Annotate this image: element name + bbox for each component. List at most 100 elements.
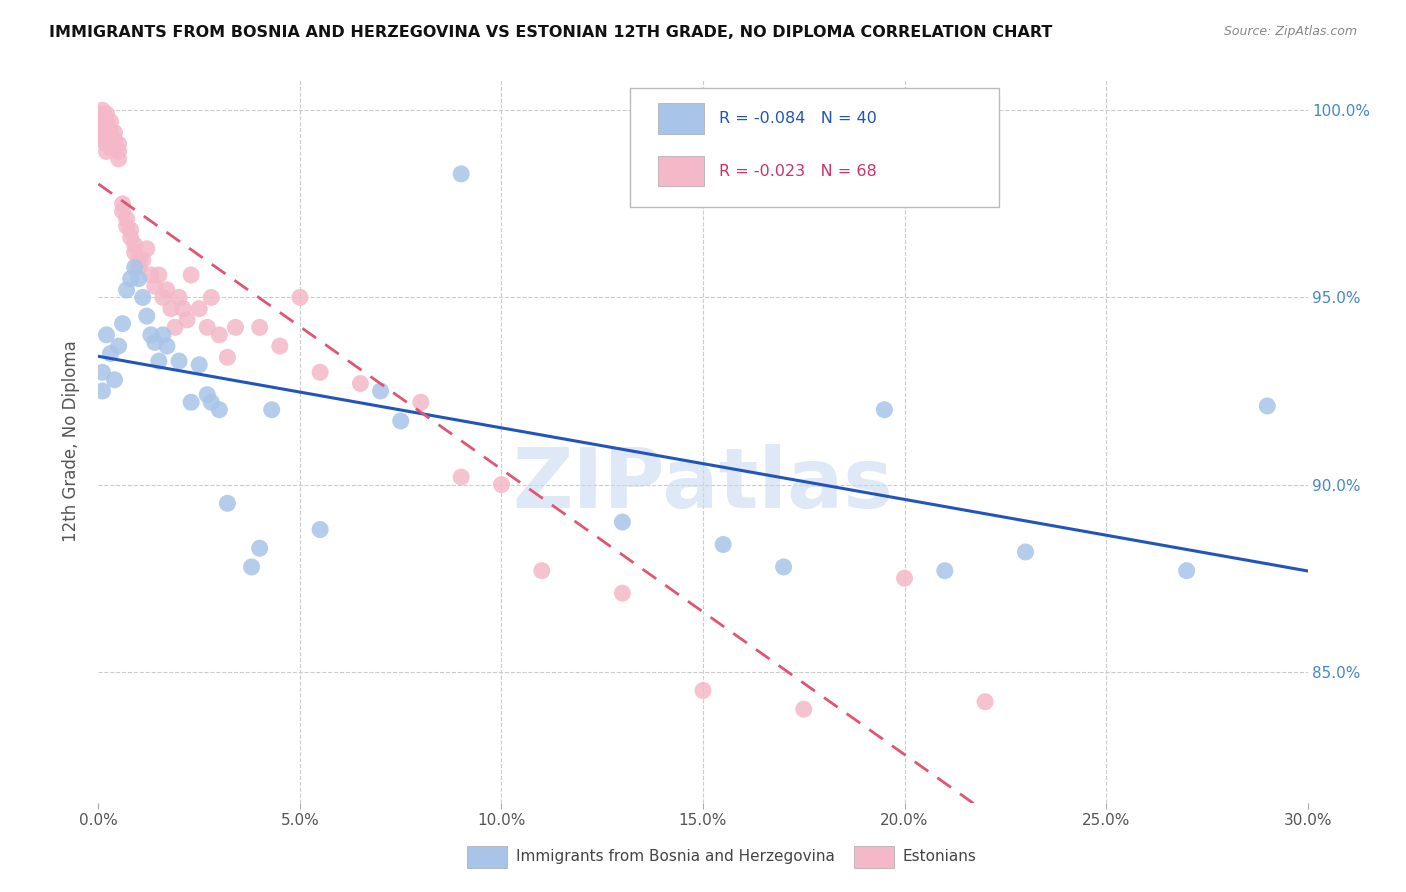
Point: [100, 129, 122, 144]
Point: [180, 268, 202, 282]
Point: [450, 470, 472, 484]
Point: [107, 145, 129, 159]
Point: [103, 133, 125, 147]
Point: [132, 290, 155, 304]
FancyBboxPatch shape: [467, 847, 508, 868]
Point: [167, 290, 190, 304]
Point: [260, 402, 283, 417]
Point: [240, 560, 263, 574]
Point: [96, 129, 118, 144]
Point: [217, 496, 239, 510]
Point: [612, 515, 634, 529]
Point: [156, 283, 179, 297]
Point: [91, 365, 114, 379]
Point: [96, 145, 118, 159]
Point: [450, 167, 472, 181]
Point: [249, 541, 271, 556]
Text: IMMIGRANTS FROM BOSNIA AND HERZEGOVINA VS ESTONIAN 12TH GRADE, NO DIPLOMA CORREL: IMMIGRANTS FROM BOSNIA AND HERZEGOVINA V…: [49, 25, 1053, 40]
Point: [188, 301, 211, 316]
Point: [893, 571, 915, 585]
Point: [91, 114, 114, 128]
Text: R = -0.023   N = 68: R = -0.023 N = 68: [718, 163, 876, 178]
Point: [208, 327, 231, 342]
Point: [208, 402, 231, 417]
Point: [172, 301, 194, 316]
Point: [128, 260, 150, 275]
Point: [217, 351, 239, 365]
Point: [96, 122, 118, 136]
Point: [107, 339, 129, 353]
Point: [132, 252, 155, 267]
Point: [370, 384, 392, 398]
FancyBboxPatch shape: [855, 847, 894, 868]
Point: [200, 290, 222, 304]
Point: [309, 365, 332, 379]
Point: [115, 219, 138, 234]
Point: [269, 339, 291, 353]
Point: [934, 564, 956, 578]
Point: [1175, 564, 1198, 578]
Point: [124, 245, 146, 260]
Point: [91, 384, 114, 398]
Point: [793, 702, 815, 716]
Point: [389, 414, 412, 428]
Point: [288, 290, 311, 304]
Point: [711, 537, 734, 551]
Point: [200, 395, 222, 409]
Point: [530, 564, 553, 578]
Point: [163, 320, 186, 334]
Point: [148, 354, 170, 368]
Point: [188, 358, 211, 372]
Point: [100, 122, 122, 136]
Point: [249, 320, 271, 334]
Point: [100, 141, 122, 155]
Point: [103, 141, 125, 155]
Point: [100, 114, 122, 128]
Point: [772, 560, 794, 574]
Point: [111, 204, 134, 219]
Point: [491, 477, 513, 491]
Point: [224, 320, 246, 334]
Point: [100, 136, 122, 151]
Point: [195, 388, 218, 402]
Point: [309, 523, 332, 537]
Point: [167, 354, 190, 368]
Point: [107, 136, 129, 151]
FancyBboxPatch shape: [658, 103, 704, 134]
Point: [91, 129, 114, 144]
Point: [143, 335, 166, 350]
Point: [156, 339, 179, 353]
Point: [91, 111, 114, 125]
Point: [96, 114, 118, 128]
Point: [115, 283, 138, 297]
Point: [180, 395, 202, 409]
Point: [873, 402, 896, 417]
Point: [139, 327, 162, 342]
Point: [612, 586, 634, 600]
Point: [124, 238, 146, 252]
Point: [349, 376, 371, 391]
Point: [100, 346, 122, 360]
Point: [120, 223, 142, 237]
Point: [91, 103, 114, 118]
Point: [148, 268, 170, 282]
Point: [128, 271, 150, 285]
Point: [120, 271, 142, 285]
Point: [124, 260, 146, 275]
Point: [115, 211, 138, 226]
Y-axis label: 12th Grade, No Diploma: 12th Grade, No Diploma: [62, 341, 80, 542]
Point: [111, 196, 134, 211]
Text: R = -0.084   N = 40: R = -0.084 N = 40: [718, 111, 876, 126]
FancyBboxPatch shape: [630, 87, 1000, 207]
Point: [152, 290, 174, 304]
Point: [96, 327, 118, 342]
Point: [409, 395, 432, 409]
Point: [91, 126, 114, 140]
Point: [152, 327, 174, 342]
Point: [91, 133, 114, 147]
Point: [120, 230, 142, 244]
Point: [135, 242, 157, 256]
Point: [96, 136, 118, 151]
Point: [143, 279, 166, 293]
Point: [91, 118, 114, 132]
